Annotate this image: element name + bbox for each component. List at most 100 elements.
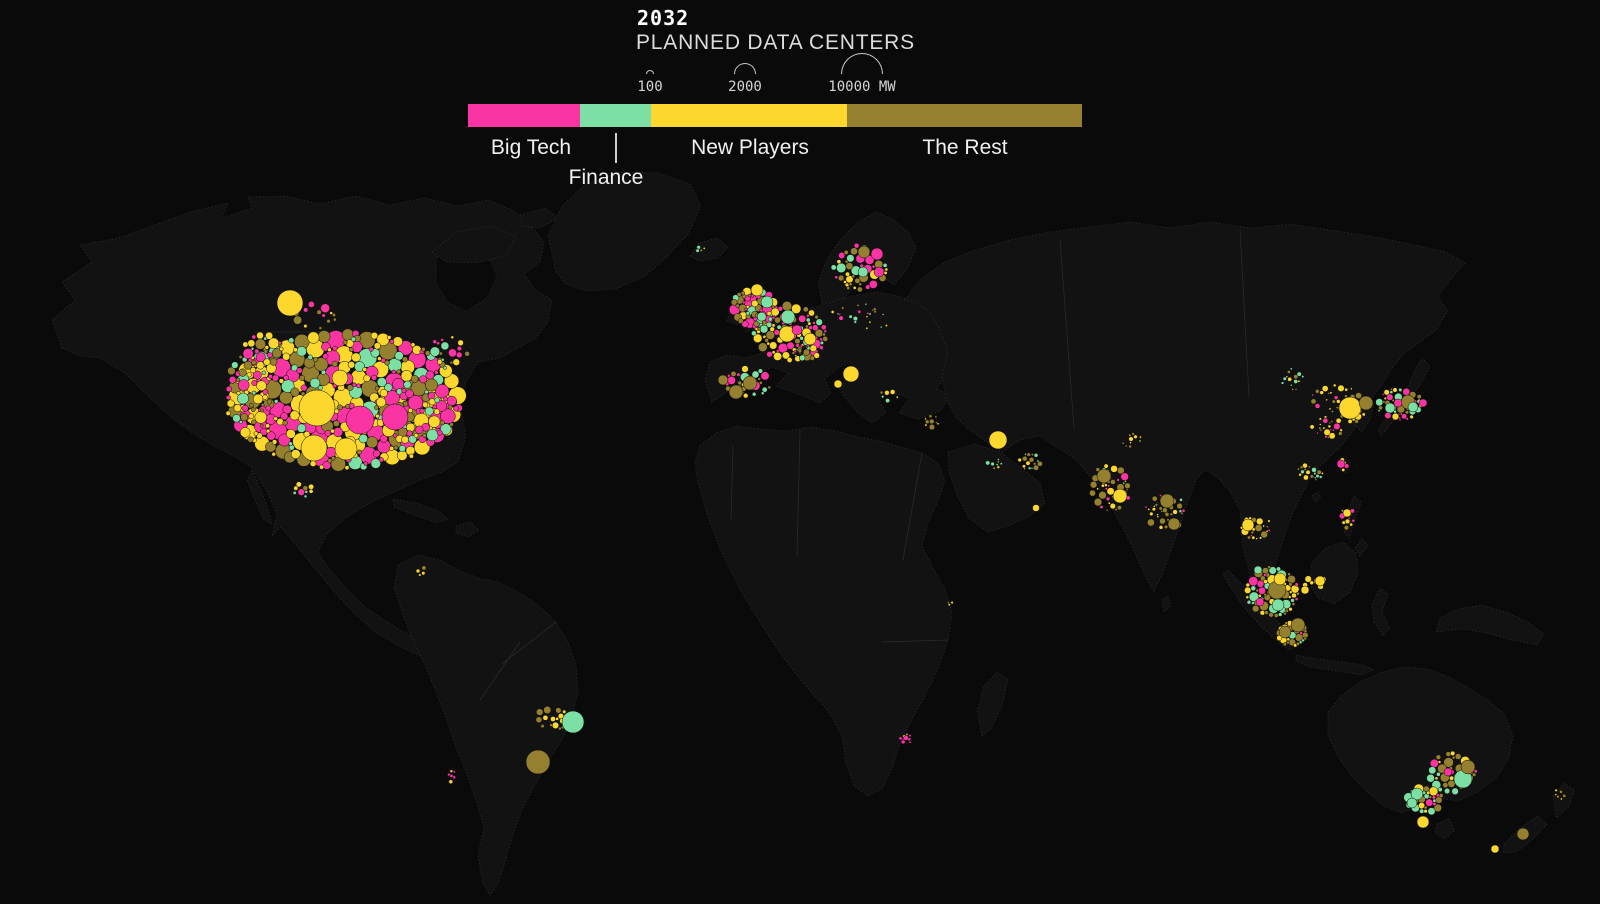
data-center-bubble[interactable] — [1311, 393, 1314, 397]
data-center-bubble[interactable] — [418, 573, 422, 577]
data-center-bubble[interactable] — [1276, 635, 1283, 641]
data-center-bubble[interactable] — [1265, 529, 1269, 533]
data-center-bubble[interactable] — [992, 467, 996, 470]
data-center-bubble[interactable] — [1451, 755, 1456, 760]
data-center-bubble[interactable] — [696, 245, 701, 250]
data-center-bubble[interactable] — [1291, 602, 1296, 606]
data-center-bubble[interactable] — [1299, 465, 1304, 470]
data-center-bubble[interactable] — [1398, 387, 1403, 392]
data-center-bubble[interactable] — [797, 348, 803, 353]
data-center-bubble[interactable] — [331, 360, 338, 368]
data-center-bubble[interactable] — [1349, 522, 1353, 527]
data-center-bubble[interactable] — [437, 359, 443, 365]
data-center-bubble[interactable] — [321, 313, 326, 318]
data-center-bubble[interactable] — [1026, 452, 1031, 457]
data-center-bubble[interactable] — [262, 389, 269, 395]
data-center-bubble[interactable] — [1290, 598, 1295, 603]
data-center-bubble[interactable] — [751, 370, 760, 379]
data-center-bubble[interactable] — [1248, 576, 1259, 587]
data-center-bubble[interactable] — [1129, 441, 1132, 444]
data-center-bubble[interactable] — [1245, 595, 1250, 599]
data-center-bubble[interactable] — [358, 433, 368, 444]
data-center-bubble[interactable] — [296, 346, 307, 357]
data-center-bubble[interactable] — [370, 332, 379, 340]
data-center-bubble[interactable] — [1147, 518, 1155, 527]
data-center-bubble[interactable] — [996, 465, 1000, 469]
data-center-bubble[interactable] — [794, 338, 801, 345]
data-center-bubble[interactable] — [1267, 565, 1271, 570]
data-center-bubble[interactable] — [882, 263, 888, 268]
data-center-bubble[interactable] — [263, 336, 268, 341]
data-center-bubble[interactable] — [268, 374, 273, 379]
data-center-bubble[interactable] — [283, 374, 289, 381]
data-center-bubble[interactable] — [868, 312, 872, 316]
data-center-bubble[interactable] — [256, 331, 264, 340]
data-center-bubble[interactable] — [1327, 424, 1332, 429]
data-center-bubble[interactable] — [273, 399, 279, 404]
data-center-bubble[interactable] — [812, 324, 819, 331]
data-center-bubble[interactable] — [1089, 489, 1096, 497]
data-center-bubble[interactable] — [1299, 631, 1303, 635]
data-center-bubble[interactable] — [452, 775, 456, 780]
data-center-bubble[interactable] — [853, 242, 860, 249]
data-center-bubble[interactable] — [1344, 387, 1349, 392]
data-center-bubble[interactable] — [1151, 507, 1156, 512]
data-center-bubble[interactable] — [1288, 607, 1293, 612]
data-center-bubble[interactable] — [1122, 481, 1126, 485]
data-center-bubble[interactable] — [429, 346, 440, 357]
data-center-bubble[interactable] — [1287, 376, 1293, 382]
data-center-bubble[interactable] — [776, 324, 782, 330]
data-center-bubble[interactable] — [235, 377, 241, 383]
data-center-bubble[interactable] — [1316, 431, 1319, 435]
data-center-bubble[interactable] — [1263, 592, 1267, 597]
data-center-bubble[interactable] — [457, 339, 464, 346]
data-center-bubble[interactable] — [1110, 479, 1116, 485]
data-center-bubble[interactable] — [1554, 793, 1558, 796]
data-center-bubble[interactable] — [447, 772, 451, 777]
data-center-bubble[interactable] — [1164, 512, 1170, 517]
data-center-bubble[interactable] — [251, 359, 257, 366]
data-center-bubble[interactable] — [449, 360, 454, 365]
data-center-bubble[interactable] — [260, 403, 265, 407]
data-center-bubble[interactable] — [950, 601, 954, 605]
data-center-bubble[interactable] — [384, 359, 390, 366]
data-center-bubble[interactable] — [262, 394, 268, 400]
data-center-bubble[interactable] — [1244, 586, 1252, 594]
data-center-bubble[interactable] — [362, 367, 368, 372]
data-center-bubble[interactable] — [1449, 775, 1455, 781]
data-center-bubble[interactable] — [1289, 590, 1293, 594]
data-center-bubble[interactable] — [1313, 476, 1317, 479]
data-center-bubble[interactable] — [761, 386, 768, 393]
data-center-bubble[interactable] — [1277, 612, 1283, 617]
data-center-bubble[interactable] — [903, 735, 909, 741]
data-center-bubble[interactable] — [464, 351, 470, 357]
data-center-bubble[interactable] — [231, 361, 239, 369]
data-center-bubble[interactable] — [756, 311, 767, 322]
data-center-bubble[interactable] — [836, 262, 847, 273]
data-center-bubble[interactable] — [1139, 435, 1142, 439]
data-center-bubble[interactable] — [434, 384, 450, 399]
data-center-bubble[interactable] — [805, 317, 811, 323]
data-center-bubble[interactable] — [525, 749, 551, 775]
data-center-bubble[interactable] — [924, 417, 927, 421]
data-center-bubble[interactable] — [1427, 807, 1436, 816]
data-center-bubble[interactable] — [818, 345, 824, 350]
data-center-bubble[interactable] — [428, 415, 441, 428]
data-center-bubble[interactable] — [947, 601, 950, 605]
data-center-bubble[interactable] — [1022, 464, 1026, 469]
data-center-bubble[interactable] — [799, 344, 803, 348]
data-center-bubble[interactable] — [1397, 412, 1401, 416]
data-center-bubble[interactable] — [1300, 469, 1305, 475]
data-center-bubble[interactable] — [330, 456, 336, 461]
data-center-bubble[interactable] — [1382, 400, 1386, 404]
data-center-bubble[interactable] — [845, 262, 854, 270]
data-center-bubble[interactable] — [885, 398, 891, 404]
data-center-bubble[interactable] — [1319, 423, 1322, 426]
data-center-bubble[interactable] — [761, 320, 767, 325]
data-center-bubble[interactable] — [1030, 467, 1034, 470]
data-center-bubble[interactable] — [279, 346, 284, 352]
data-center-bubble[interactable] — [246, 372, 252, 378]
data-center-bubble[interactable] — [285, 428, 296, 439]
data-center-bubble[interactable] — [1285, 375, 1289, 379]
data-center-bubble[interactable] — [345, 403, 351, 409]
